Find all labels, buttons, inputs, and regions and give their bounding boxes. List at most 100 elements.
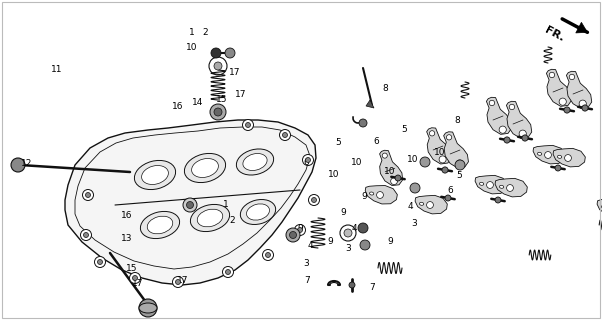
Text: 10: 10 xyxy=(384,167,396,176)
Polygon shape xyxy=(597,198,602,217)
Circle shape xyxy=(305,157,311,163)
Text: 8: 8 xyxy=(382,84,388,93)
Circle shape xyxy=(559,98,566,105)
Ellipse shape xyxy=(190,204,229,232)
Circle shape xyxy=(445,195,451,201)
Ellipse shape xyxy=(243,154,267,171)
Circle shape xyxy=(429,131,435,136)
Circle shape xyxy=(214,62,222,70)
Circle shape xyxy=(210,104,226,120)
Ellipse shape xyxy=(500,185,504,188)
Text: 7: 7 xyxy=(369,283,375,292)
Polygon shape xyxy=(365,186,397,204)
Circle shape xyxy=(176,279,181,284)
Circle shape xyxy=(582,105,588,111)
Polygon shape xyxy=(65,120,316,285)
Text: 10: 10 xyxy=(185,43,197,52)
Polygon shape xyxy=(486,97,512,134)
Polygon shape xyxy=(547,69,572,106)
Text: 17: 17 xyxy=(176,276,188,285)
Polygon shape xyxy=(366,100,374,108)
Circle shape xyxy=(344,229,352,237)
Circle shape xyxy=(173,276,184,287)
Text: 8: 8 xyxy=(455,116,461,125)
Text: 9: 9 xyxy=(297,224,303,233)
Text: 2: 2 xyxy=(202,28,208,37)
Text: 16: 16 xyxy=(172,102,184,111)
Circle shape xyxy=(489,100,495,106)
Circle shape xyxy=(360,240,370,250)
Circle shape xyxy=(391,178,397,185)
Text: 17: 17 xyxy=(235,90,247,99)
Circle shape xyxy=(214,108,222,116)
Circle shape xyxy=(183,198,197,212)
Circle shape xyxy=(286,228,300,242)
Text: 11: 11 xyxy=(51,65,63,74)
Circle shape xyxy=(439,156,446,163)
Polygon shape xyxy=(576,22,588,33)
Circle shape xyxy=(579,100,586,107)
Circle shape xyxy=(243,119,253,131)
Circle shape xyxy=(282,132,288,138)
Circle shape xyxy=(211,48,221,58)
Text: 7: 7 xyxy=(304,276,310,285)
Polygon shape xyxy=(506,101,532,138)
Circle shape xyxy=(549,72,554,78)
Ellipse shape xyxy=(237,149,274,175)
Text: 10: 10 xyxy=(328,170,340,179)
Polygon shape xyxy=(415,196,447,214)
Ellipse shape xyxy=(557,155,562,158)
Text: 6: 6 xyxy=(447,186,453,195)
Circle shape xyxy=(420,157,430,167)
Polygon shape xyxy=(380,150,403,186)
Circle shape xyxy=(395,175,401,181)
Circle shape xyxy=(290,231,297,238)
Circle shape xyxy=(225,48,235,58)
Text: 1: 1 xyxy=(188,28,194,37)
Circle shape xyxy=(349,282,355,288)
Text: 12: 12 xyxy=(21,159,32,168)
Circle shape xyxy=(522,135,528,141)
Circle shape xyxy=(226,269,231,275)
Circle shape xyxy=(504,137,510,143)
Circle shape xyxy=(11,158,25,172)
Text: 9: 9 xyxy=(387,237,393,246)
Ellipse shape xyxy=(140,212,179,239)
Circle shape xyxy=(85,193,90,197)
Polygon shape xyxy=(566,71,592,108)
Text: 16: 16 xyxy=(120,211,132,220)
Text: 17: 17 xyxy=(229,68,241,77)
Circle shape xyxy=(447,135,452,140)
Circle shape xyxy=(95,257,105,268)
Text: 15: 15 xyxy=(125,264,137,273)
Circle shape xyxy=(382,153,387,158)
Ellipse shape xyxy=(247,204,270,220)
Circle shape xyxy=(455,160,465,170)
Circle shape xyxy=(132,276,137,281)
Polygon shape xyxy=(533,145,565,164)
Circle shape xyxy=(377,192,383,198)
Circle shape xyxy=(129,273,140,284)
Text: 15: 15 xyxy=(216,95,228,104)
Text: 6: 6 xyxy=(303,158,309,167)
Text: 10: 10 xyxy=(433,148,445,157)
Circle shape xyxy=(509,104,515,110)
Ellipse shape xyxy=(139,303,157,313)
Circle shape xyxy=(564,107,570,113)
Ellipse shape xyxy=(197,209,223,227)
Text: 4: 4 xyxy=(408,202,414,211)
Circle shape xyxy=(442,167,448,173)
Text: 10: 10 xyxy=(406,155,418,164)
Circle shape xyxy=(139,299,157,317)
Circle shape xyxy=(555,165,561,171)
Ellipse shape xyxy=(538,152,542,155)
Polygon shape xyxy=(495,178,527,197)
Circle shape xyxy=(311,197,317,203)
Circle shape xyxy=(262,250,273,260)
Circle shape xyxy=(82,189,93,201)
Text: 2: 2 xyxy=(229,216,235,225)
Text: 13: 13 xyxy=(120,234,132,243)
Circle shape xyxy=(499,126,506,133)
Text: 17: 17 xyxy=(131,279,143,288)
Text: 1: 1 xyxy=(223,200,229,209)
